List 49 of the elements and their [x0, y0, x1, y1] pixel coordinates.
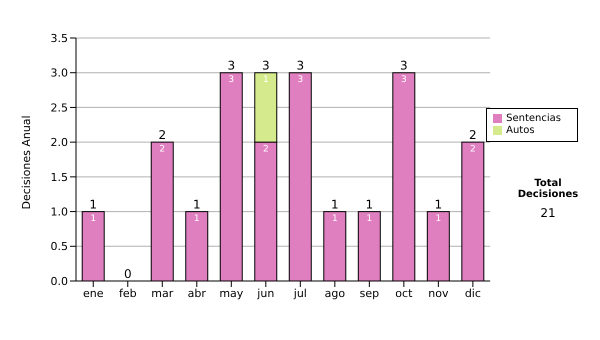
y-axis-title: Decisiones Anual [20, 115, 33, 210]
data-label: 1 [194, 214, 200, 224]
text: Total Decisiones [516, 178, 580, 200]
data-label: 3 [297, 75, 304, 86]
y-tick-label: 0.5 [50, 240, 68, 254]
x-tick-label: sep [360, 286, 380, 300]
x-tick-label: ene [82, 286, 104, 300]
total-label: 2 [158, 128, 166, 142]
data-label: 2 [262, 144, 269, 155]
total-label: 3 [227, 58, 236, 73]
y-tick-label: 1.0 [50, 205, 68, 218]
x-tick-label: may [219, 286, 244, 300]
x-tick-label: mar [151, 286, 174, 300]
data-label: 1 [262, 75, 269, 86]
x-tick-label: feb [118, 286, 137, 300]
total-label: 1 [366, 198, 374, 212]
data-label: 3 [400, 75, 407, 86]
data-label: 3 [228, 75, 234, 86]
data-label: 2 [159, 144, 166, 155]
data-label: 1 [332, 214, 338, 224]
data-label: 1 [90, 214, 96, 224]
x-tick-label: ago [324, 286, 346, 300]
y-tick-label: 0.0 [50, 274, 68, 288]
legend-label: Autos [506, 125, 535, 136]
total-label: 3 [296, 58, 304, 73]
y-tick-label: 3.5 [50, 32, 68, 45]
total-label: 3 [400, 58, 408, 73]
y-tick-label: 1.5 [50, 170, 68, 184]
text: 21 [539, 206, 557, 220]
total-label: 1 [192, 198, 201, 212]
total-label: 2 [469, 128, 477, 142]
data-label: 2 [470, 144, 476, 155]
x-tick-label: oct [395, 286, 414, 300]
data-label: 1 [366, 214, 372, 224]
total-label: 0 [124, 267, 132, 281]
total-label: 3 [262, 58, 270, 73]
total-label: 1 [331, 198, 339, 212]
x-tick-label: nov [428, 286, 449, 300]
total-label: 1 [434, 198, 442, 212]
total-label: 1 [89, 198, 98, 212]
x-tick-label: jun [256, 286, 274, 300]
legend-label: Sentencias [506, 113, 561, 124]
x-tick-label: jul [292, 286, 307, 300]
y-tick-label: 3.0 [50, 66, 68, 80]
y-tick-label: 2.0 [50, 136, 68, 150]
x-tick-label: abr [188, 286, 206, 300]
data-label: 1 [435, 214, 442, 224]
x-tick-label: dic [464, 286, 481, 300]
y-tick-label: 2.5 [50, 101, 68, 114]
